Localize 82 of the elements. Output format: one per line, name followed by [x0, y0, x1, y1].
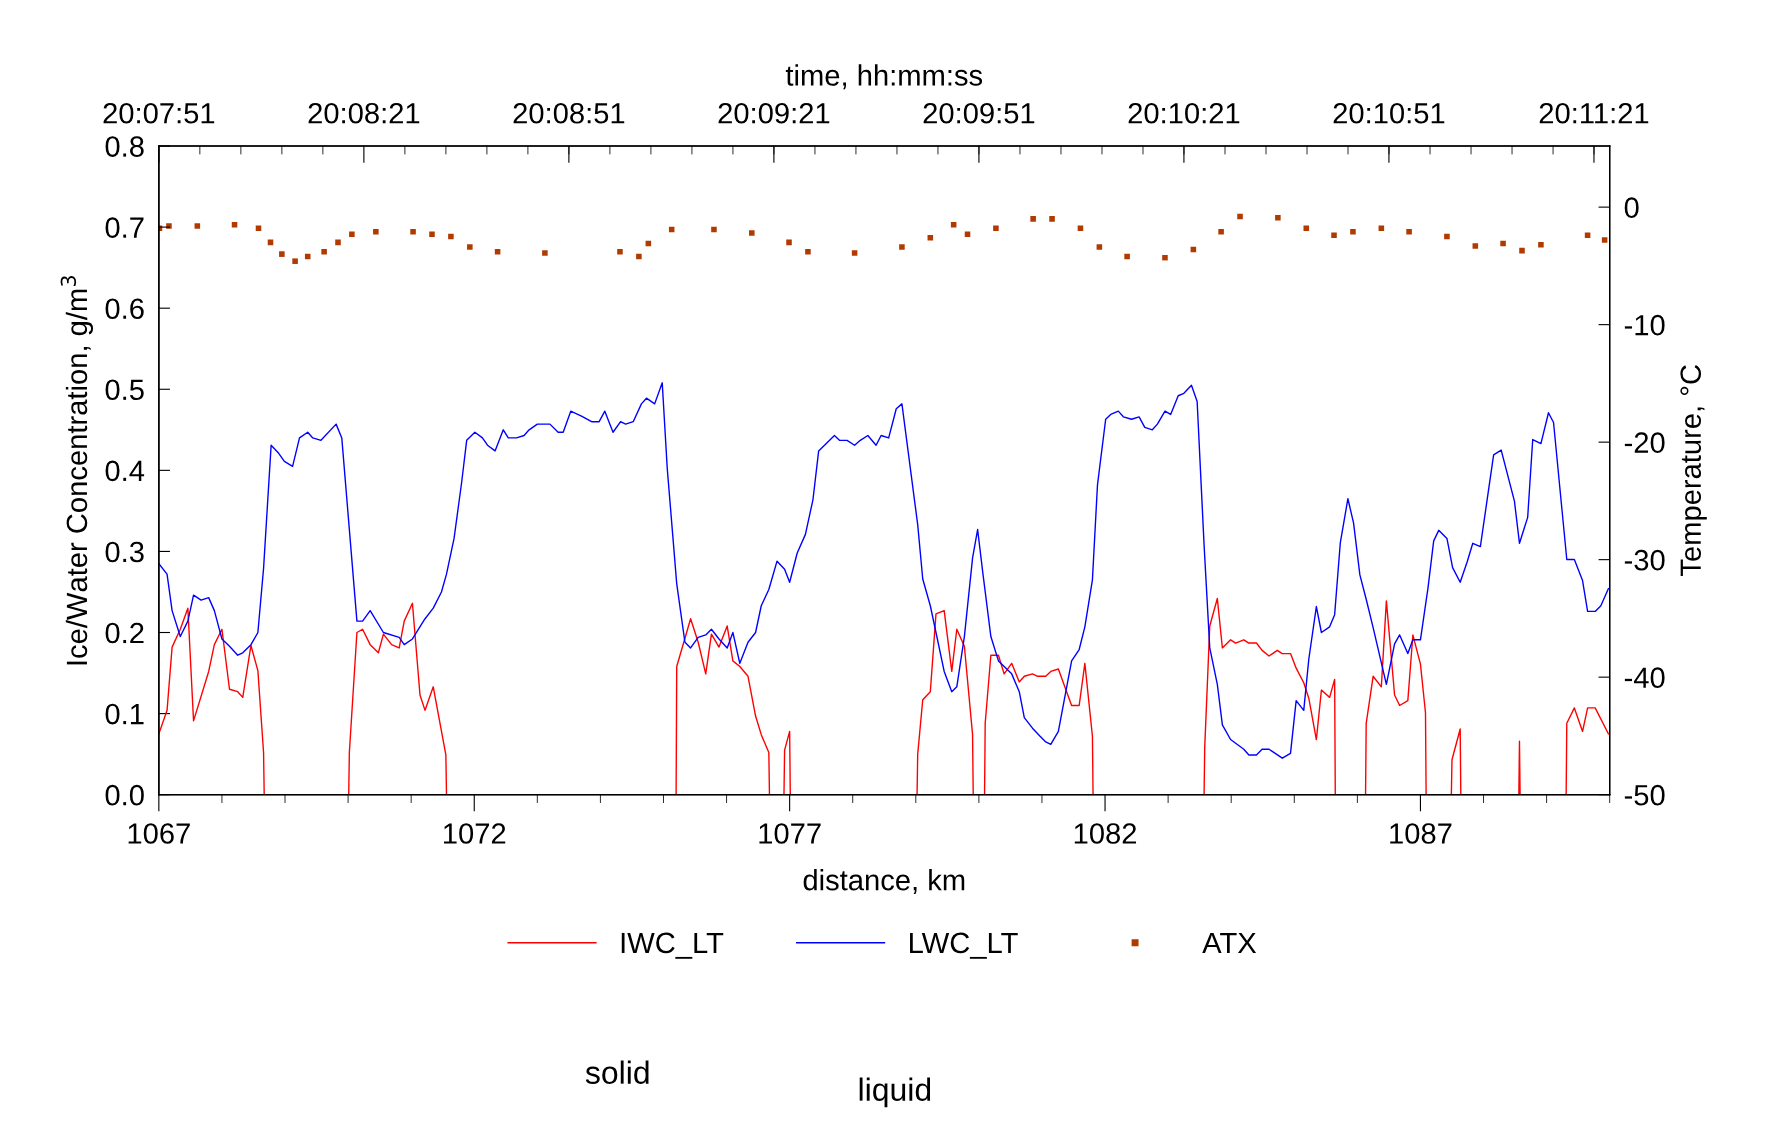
point — [542, 250, 548, 256]
text: liquid — [859, 1077, 931, 1108]
x2-tick-label: 20:08:21 — [308, 102, 420, 124]
x2-tick-label: 20:09:51 — [923, 102, 1035, 124]
y2-tick-label: -30 — [1624, 549, 1665, 571]
y-tick-label: 0.8 — [105, 136, 144, 157]
point — [786, 239, 792, 246]
y-tick-label: 0.2 — [105, 622, 144, 644]
y-tick-label: 0.3 — [105, 541, 144, 563]
point — [279, 251, 285, 257]
point — [1444, 233, 1450, 240]
x-tick-label: 1067 — [128, 823, 190, 844]
point — [1350, 229, 1356, 235]
line-series — [158, 382, 1610, 759]
y-tick-label: 0.6 — [105, 298, 144, 320]
point — [1500, 240, 1506, 247]
point — [1601, 237, 1608, 243]
point — [349, 231, 355, 237]
point — [993, 225, 999, 232]
x2-tick-label: 20:08:51 — [513, 102, 625, 124]
point — [494, 249, 501, 255]
y2-tick-label: -20 — [1624, 432, 1665, 453]
point — [448, 233, 454, 240]
x2-tick-label: 20:10:51 — [1333, 102, 1445, 124]
point — [1218, 229, 1224, 235]
point — [321, 249, 327, 255]
point — [749, 230, 755, 236]
y-tick-label: 0.4 — [105, 460, 145, 482]
x-tick-label: 1077 — [759, 823, 821, 844]
point — [1030, 216, 1036, 222]
point — [467, 244, 473, 250]
point — [636, 253, 642, 260]
text: solid — [585, 1060, 649, 1084]
point — [1096, 244, 1103, 250]
y-tick-label: 0.7 — [105, 217, 144, 238]
point — [1472, 243, 1479, 249]
x-tick-label: 1087 — [1390, 823, 1452, 844]
y2-tick-label: -40 — [1624, 667, 1665, 689]
point — [1519, 247, 1525, 254]
legend-label: ATX — [1202, 932, 1257, 953]
x2-tick-label: 20:10:21 — [1128, 102, 1240, 124]
point — [1124, 253, 1130, 260]
point — [805, 249, 811, 255]
point — [1406, 229, 1412, 235]
point — [1237, 213, 1243, 220]
legend-label: LWC_LT — [910, 932, 1018, 959]
x2-axis-title: time, hh:mm:ss — [785, 64, 983, 90]
point — [711, 226, 717, 233]
y2-tick-label: -10 — [1624, 314, 1665, 336]
point — [1538, 241, 1544, 248]
point — [617, 249, 623, 255]
x-tick-label: 1072 — [444, 823, 506, 844]
x2-tick-label: 20:09:21 — [718, 102, 830, 124]
point — [1162, 254, 1168, 261]
legend-label: IWC_LT — [621, 932, 724, 959]
x-tick-label: 1082 — [1074, 823, 1137, 844]
y2-tick-label: -50 — [1624, 784, 1665, 806]
point — [194, 223, 201, 229]
point — [899, 244, 905, 250]
y2-axis-title: Temperature, °C — [1680, 365, 1707, 577]
point — [964, 231, 971, 237]
point — [1049, 216, 1055, 222]
y-tick-label: 0.0 — [105, 784, 144, 806]
point — [373, 229, 379, 235]
point — [292, 258, 298, 264]
y-axis-title: Ice/Water Concentration, g/m$^{3}$ — [60, 276, 94, 665]
point — [231, 221, 238, 228]
point — [410, 229, 416, 235]
x-axis-title: distance, km — [803, 869, 965, 894]
point — [335, 239, 341, 246]
point — [950, 221, 957, 228]
y-tick-label: 0.5 — [105, 379, 144, 401]
point — [166, 223, 172, 229]
x2-tick-label: 20:07:51 — [103, 102, 215, 124]
point — [851, 250, 858, 256]
point — [429, 231, 435, 237]
point — [1303, 225, 1310, 232]
y-tick-label: 0.1 — [105, 703, 144, 725]
point — [1275, 214, 1281, 221]
y2-tick-label: 0 — [1624, 197, 1639, 218]
x2-tick-label: 20:11:21 — [1539, 102, 1649, 124]
point — [1331, 232, 1337, 239]
